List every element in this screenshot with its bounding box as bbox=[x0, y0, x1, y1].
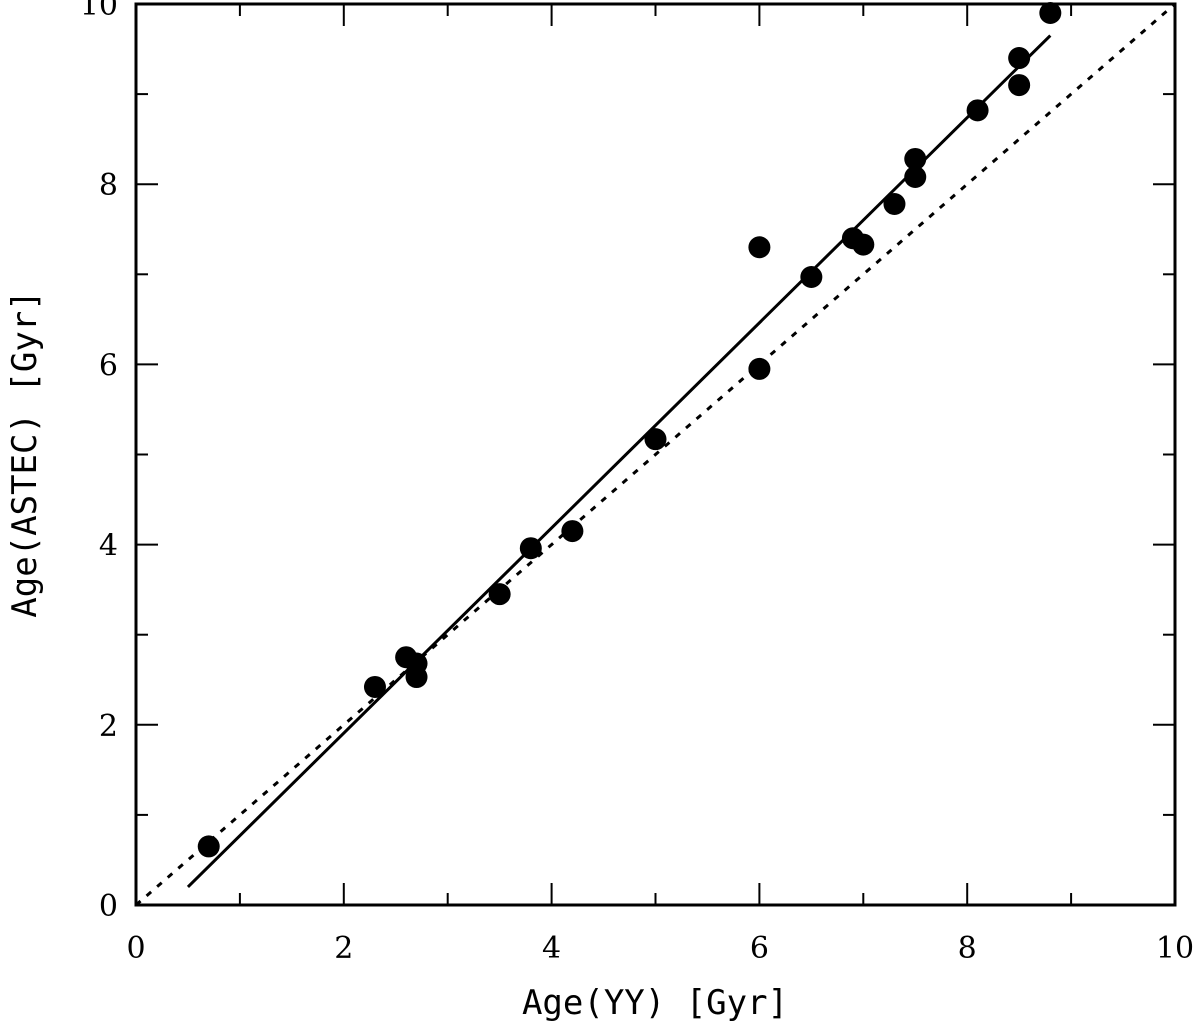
y-tick-label: 2 bbox=[99, 709, 118, 744]
data-point bbox=[561, 520, 584, 543]
x-tick-label: 4 bbox=[542, 931, 561, 966]
data-point bbox=[883, 193, 906, 216]
x-tick-label: 10 bbox=[1156, 931, 1194, 966]
data-point bbox=[197, 835, 220, 858]
data-point bbox=[1039, 2, 1062, 25]
fit-lines bbox=[135, 2, 1176, 907]
data-point bbox=[519, 537, 542, 560]
data-point bbox=[488, 583, 511, 606]
y-tick-label: 4 bbox=[99, 529, 118, 564]
x-tick-labels: 0 2 4 6 8 10 bbox=[126, 931, 1194, 966]
data-point bbox=[363, 675, 386, 698]
data-point bbox=[1008, 74, 1031, 97]
y-tick-label: 6 bbox=[99, 348, 118, 383]
x-tick-label: 8 bbox=[958, 931, 977, 966]
x-tick-label: 2 bbox=[334, 931, 353, 966]
data-point bbox=[644, 428, 667, 451]
y-tick-label: 8 bbox=[99, 168, 118, 203]
data-point bbox=[904, 147, 927, 170]
y-tick-label: 10 bbox=[80, 0, 118, 23]
data-point bbox=[1008, 47, 1031, 70]
data-point bbox=[800, 266, 823, 289]
one-to-one-line bbox=[135, 2, 1176, 907]
data-point bbox=[904, 165, 927, 188]
x-axis-title: Age(YY) [Gyr] bbox=[522, 983, 788, 1023]
data-point bbox=[748, 357, 771, 380]
y-tick-label: 0 bbox=[99, 889, 118, 924]
data-point bbox=[405, 666, 428, 689]
x-tick-label: 0 bbox=[126, 931, 145, 966]
data-points bbox=[197, 2, 1062, 858]
data-point bbox=[748, 236, 771, 259]
x-tick-label: 6 bbox=[750, 931, 769, 966]
y-axis-title: Age(ASTEC) [Gyr] bbox=[5, 290, 45, 618]
y-tick-labels: 0 2 4 6 8 10 bbox=[80, 0, 118, 924]
data-point bbox=[966, 99, 989, 122]
axis-ticks bbox=[135, 3, 1176, 906]
data-point bbox=[852, 233, 875, 256]
